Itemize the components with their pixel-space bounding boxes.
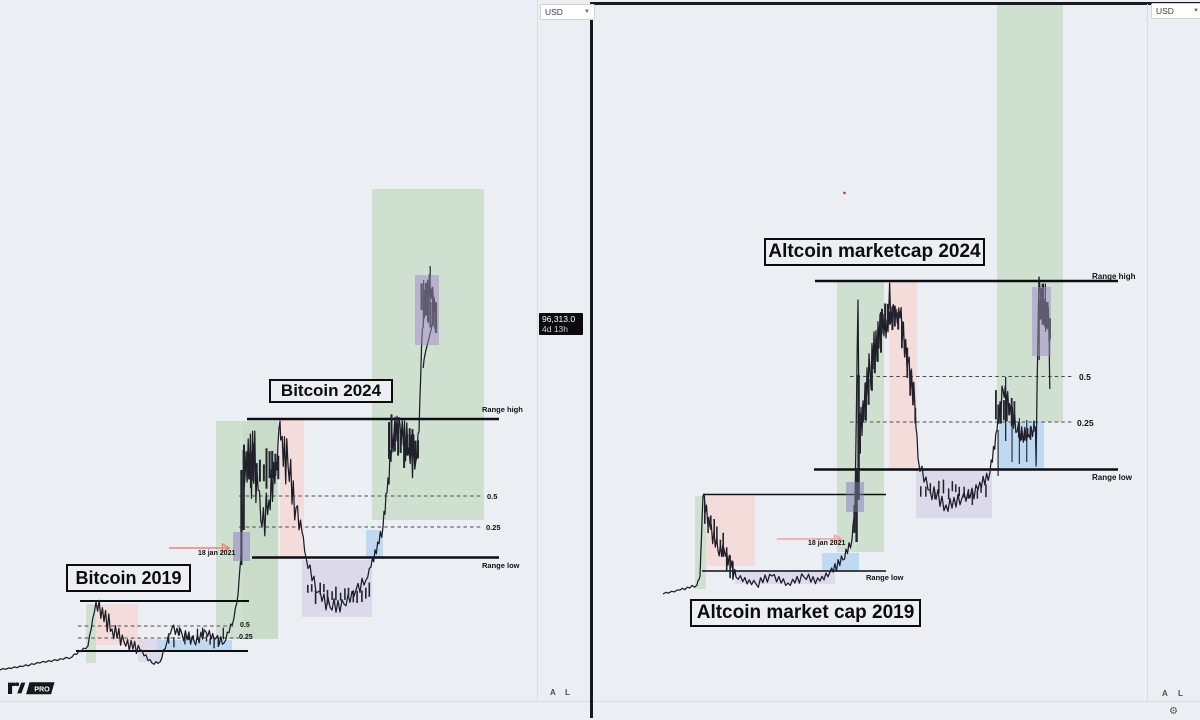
svg-text:PRO: PRO (34, 685, 50, 694)
